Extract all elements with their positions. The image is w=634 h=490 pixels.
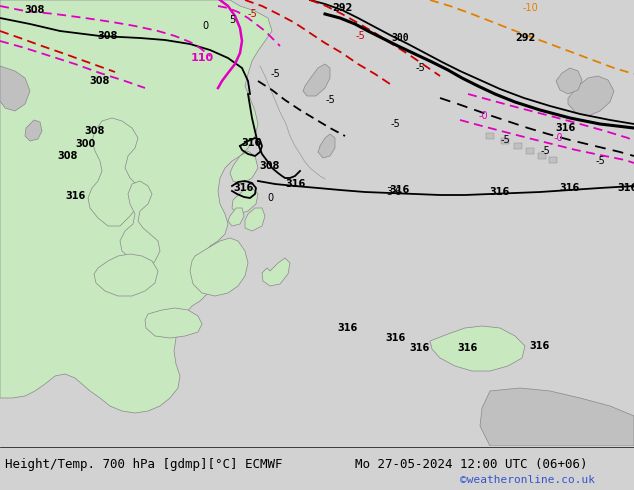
Text: -5: -5 <box>247 9 257 19</box>
Text: 316: 316 <box>242 138 262 148</box>
Text: 292: 292 <box>332 3 352 13</box>
Text: 308: 308 <box>85 126 105 136</box>
Text: 308: 308 <box>25 5 45 15</box>
Text: 308: 308 <box>98 31 118 41</box>
Text: 308: 308 <box>58 151 78 161</box>
Text: 308: 308 <box>90 76 110 86</box>
Text: -5: -5 <box>500 135 510 145</box>
Text: 3·6: 3·6 <box>386 187 401 197</box>
Polygon shape <box>262 258 290 286</box>
Polygon shape <box>480 388 634 446</box>
Text: -10: -10 <box>522 3 538 13</box>
Text: -0: -0 <box>553 133 563 143</box>
Polygon shape <box>538 153 546 159</box>
Polygon shape <box>318 134 335 158</box>
Text: -5: -5 <box>355 31 365 41</box>
Text: 308: 308 <box>260 161 280 171</box>
Text: 316: 316 <box>65 191 85 201</box>
Text: Height/Temp. 700 hPa [gdmp][°C] ECMWF: Height/Temp. 700 hPa [gdmp][°C] ECMWF <box>5 458 283 470</box>
Text: Mo 27-05-2024 12:00 UTC (06+06): Mo 27-05-2024 12:00 UTC (06+06) <box>355 458 588 470</box>
Text: 316: 316 <box>390 185 410 195</box>
Text: -5: -5 <box>390 119 400 129</box>
Polygon shape <box>228 208 244 226</box>
Polygon shape <box>25 120 42 141</box>
Polygon shape <box>230 151 258 184</box>
Polygon shape <box>549 157 557 163</box>
Polygon shape <box>430 326 525 371</box>
Text: 316: 316 <box>234 183 254 193</box>
Polygon shape <box>526 148 534 154</box>
Polygon shape <box>145 308 202 338</box>
Text: -5: -5 <box>595 156 605 166</box>
Text: 316: 316 <box>555 123 575 133</box>
Polygon shape <box>486 133 494 139</box>
Polygon shape <box>0 66 30 111</box>
Text: 292: 292 <box>515 33 535 43</box>
Text: 316: 316 <box>338 323 358 333</box>
Polygon shape <box>88 118 142 226</box>
Text: 316: 316 <box>618 183 634 193</box>
Polygon shape <box>0 0 272 413</box>
Text: 316: 316 <box>410 343 430 353</box>
Text: -5: -5 <box>325 95 335 105</box>
Polygon shape <box>245 208 265 231</box>
Polygon shape <box>501 138 509 144</box>
Polygon shape <box>190 238 248 296</box>
Text: 316: 316 <box>530 341 550 351</box>
Text: 110: 110 <box>190 53 214 63</box>
Polygon shape <box>120 181 160 274</box>
Text: 316: 316 <box>385 333 405 343</box>
Text: -5: -5 <box>415 63 425 73</box>
Text: 316: 316 <box>490 187 510 197</box>
Text: 316: 316 <box>285 179 305 189</box>
Text: -5: -5 <box>270 69 280 79</box>
Text: 316: 316 <box>458 343 478 353</box>
Text: 0: 0 <box>202 21 208 31</box>
Text: 316: 316 <box>560 183 580 193</box>
Polygon shape <box>303 64 330 96</box>
Text: -0: -0 <box>478 111 488 121</box>
Polygon shape <box>514 143 522 149</box>
Polygon shape <box>556 68 582 94</box>
Text: ©weatheronline.co.uk: ©weatheronline.co.uk <box>460 475 595 485</box>
Polygon shape <box>232 188 258 214</box>
Polygon shape <box>568 76 614 116</box>
Text: -5: -5 <box>540 146 550 156</box>
Text: 300: 300 <box>75 139 95 149</box>
Text: 5: 5 <box>229 15 235 25</box>
Text: 300: 300 <box>391 33 409 43</box>
Polygon shape <box>94 254 158 296</box>
Text: 0: 0 <box>267 193 273 203</box>
